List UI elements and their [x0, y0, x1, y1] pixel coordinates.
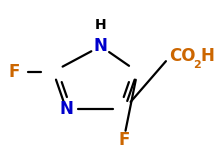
Text: F: F [119, 131, 130, 149]
Text: F: F [9, 63, 20, 81]
Text: N: N [94, 37, 108, 55]
Text: N: N [59, 100, 73, 118]
Text: 2: 2 [194, 60, 201, 70]
Text: CO: CO [169, 47, 195, 65]
Text: H: H [200, 47, 214, 65]
Text: H: H [95, 18, 106, 32]
